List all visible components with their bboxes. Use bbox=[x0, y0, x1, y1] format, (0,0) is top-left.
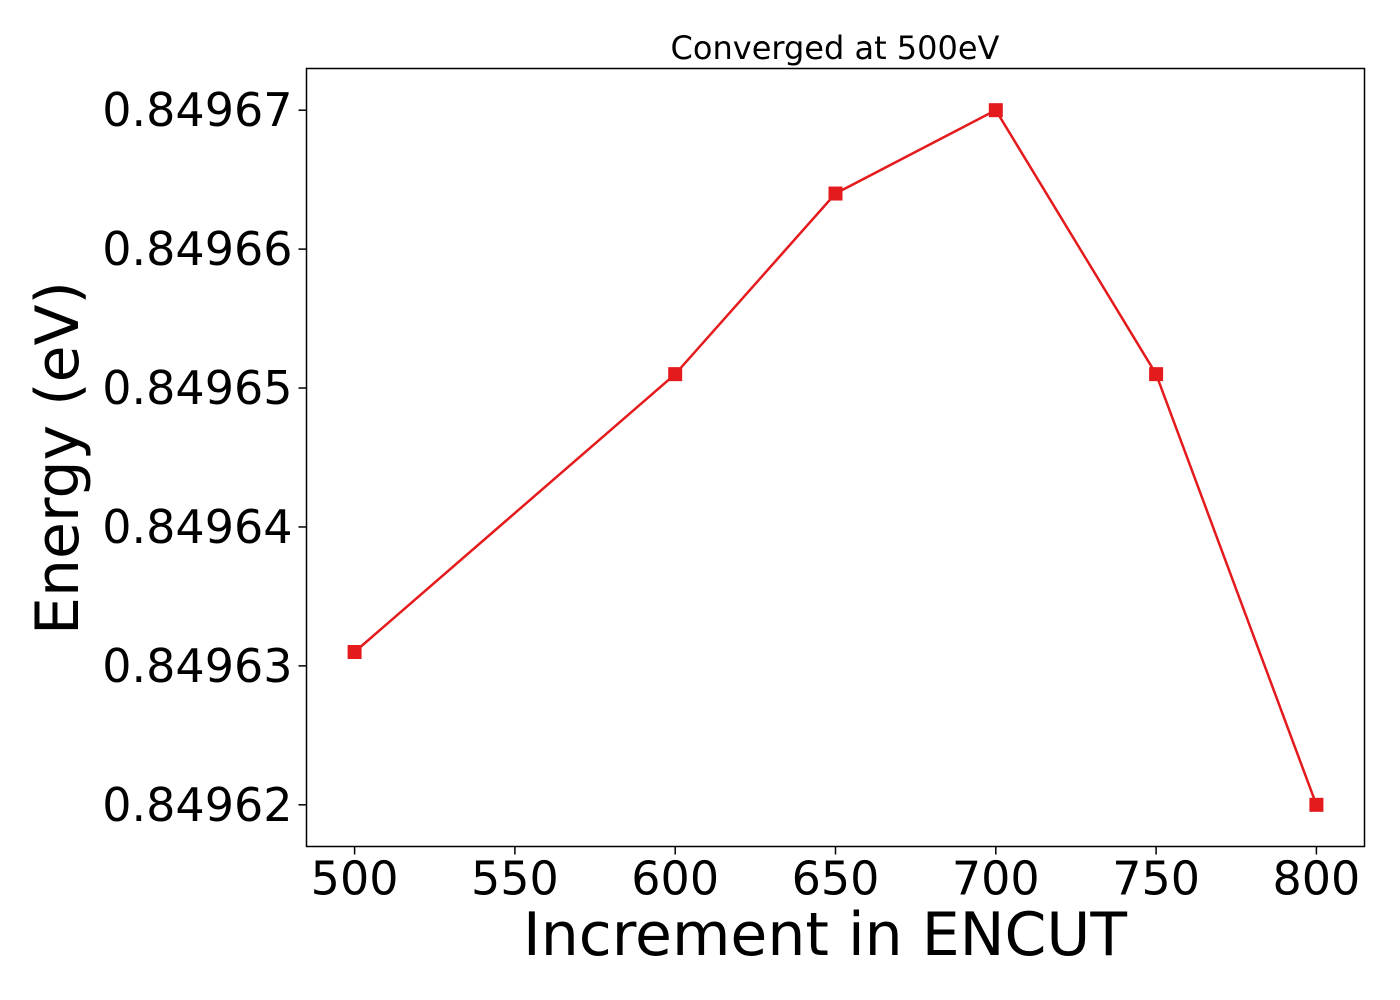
chart-title: Converged at 500eV bbox=[671, 29, 1000, 67]
data-point-marker bbox=[988, 103, 1003, 118]
x-axis: 500 550 600 650 700 750 800 bbox=[311, 846, 1361, 906]
x-tick-label: 750 bbox=[1112, 852, 1200, 906]
data-point-marker bbox=[1309, 797, 1324, 812]
x-tick-label: 600 bbox=[631, 852, 719, 906]
x-tick-label: 650 bbox=[792, 852, 880, 906]
y-tick-label: 0.84963 bbox=[102, 639, 292, 693]
y-axis: 0.84962 0.84963 0.84964 0.84965 0.84966 0.849… bbox=[102, 83, 307, 832]
y-tick-label: 0.84965 bbox=[102, 361, 292, 415]
x-tick-label: 700 bbox=[952, 852, 1040, 906]
data-point-marker bbox=[1149, 367, 1164, 382]
series-line bbox=[353, 108, 1318, 806]
y-tick-label: 0.84966 bbox=[102, 222, 292, 276]
data-point-marker bbox=[347, 645, 362, 659]
y-tick-label: 0.84964 bbox=[102, 500, 292, 554]
data-point-marker bbox=[668, 367, 683, 382]
x-tick-label: 800 bbox=[1273, 852, 1361, 906]
x-tick-label: 500 bbox=[311, 852, 399, 906]
y-tick-label: 0.84962 bbox=[102, 778, 292, 832]
data-point-marker bbox=[828, 186, 843, 201]
series-markers bbox=[347, 103, 1324, 812]
y-axis-label: Energy (eV) bbox=[23, 281, 93, 635]
y-tick-label: 0.84967 bbox=[102, 83, 292, 137]
plot-area-frame bbox=[305, 67, 1366, 848]
x-tick-label: 550 bbox=[471, 852, 559, 906]
x-axis-label: Increment in ENCUT bbox=[523, 900, 1127, 970]
